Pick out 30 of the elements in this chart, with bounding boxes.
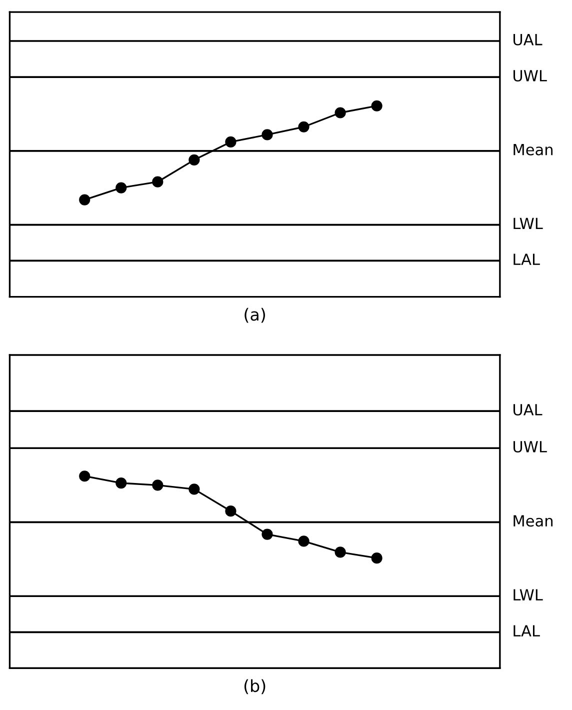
point	[188, 154, 200, 166]
ref-line-label: UAL	[514, 34, 542, 46]
point	[298, 536, 310, 547]
point	[262, 129, 273, 140]
x-axis-title: (a)	[244, 308, 265, 323]
point	[225, 506, 236, 517]
ref-line-label: LAL	[514, 254, 540, 265]
ref-line-label: UWL	[514, 441, 547, 453]
point	[116, 477, 127, 489]
point	[188, 484, 200, 495]
point	[116, 182, 127, 194]
point	[334, 546, 346, 558]
point	[225, 136, 236, 148]
point	[298, 121, 310, 132]
ref-line-label: UAL	[514, 404, 542, 416]
ref-line-label: UWL	[514, 70, 547, 82]
ref-line-label: Mean	[514, 144, 553, 156]
point	[371, 100, 382, 112]
ref-line-label: LWL	[514, 589, 543, 600]
point	[262, 528, 273, 540]
point	[79, 470, 90, 482]
point	[334, 107, 346, 118]
x-axis-title: (b)	[244, 679, 266, 694]
ref-line-label: LAL	[514, 625, 540, 636]
point	[371, 552, 382, 564]
point	[152, 176, 164, 188]
ref-line-label: Mean	[514, 515, 553, 527]
point	[79, 194, 90, 206]
point	[152, 480, 164, 491]
ref-line-label: LWL	[514, 218, 543, 230]
